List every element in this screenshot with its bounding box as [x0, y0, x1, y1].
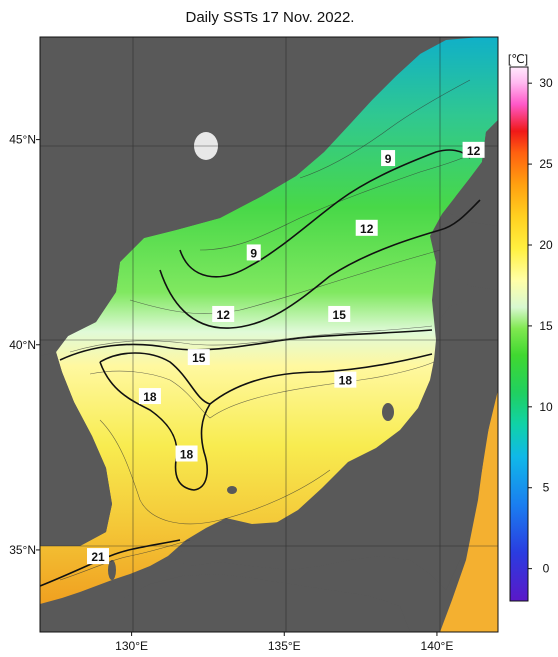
contour-label: 15	[192, 351, 206, 365]
colorbar-tick-label: 20	[539, 238, 553, 252]
colorbar-tick-label: 30	[539, 76, 553, 90]
contour-label-box	[381, 150, 396, 167]
korea-south-landmass	[40, 352, 112, 546]
map-border	[39, 36, 499, 633]
southern-landmass	[120, 574, 410, 632]
contour-label-box	[187, 349, 210, 366]
contour-label-box	[175, 445, 198, 462]
tohoku-landmass	[432, 212, 498, 290]
lon-tick-label: 140°E	[421, 639, 454, 653]
korea-landmass	[40, 37, 440, 356]
contour-label-box	[355, 219, 378, 236]
contour-label: 18	[180, 448, 194, 462]
map-title: Daily SSTs 17 Nov. 2022.	[185, 9, 355, 26]
contour-label: 18	[339, 374, 353, 388]
contour-label: 12	[217, 308, 231, 322]
contour-label: 18	[143, 390, 157, 404]
colorbar-ticks: 0 5 10 15 20 25 30	[528, 76, 553, 576]
pacific-sea-area	[440, 390, 498, 632]
oki-island	[227, 486, 237, 494]
contour-label: 21	[91, 550, 105, 564]
latitude-labels: 35°N 40°N 45°N	[9, 133, 40, 557]
contour-labels: 9 12 12 9 12 15 15 18 18 18 21	[87, 141, 485, 565]
lat-tick-label: 45°N	[9, 133, 36, 147]
longitude-labels: 130°E 135°E 140°E	[115, 632, 453, 653]
contour-label-box	[87, 548, 110, 565]
colorbar-tick-label: 0	[543, 562, 550, 576]
contour-label: 12	[360, 222, 374, 236]
map-frame-contents	[40, 37, 498, 632]
colorbar-unit: [℃]	[508, 52, 528, 66]
contour-label: 9	[250, 246, 257, 260]
contour-label-box	[246, 244, 261, 261]
contour-label: 9	[385, 152, 392, 166]
colorbar: [℃] 0 5 10 15 20 25 30	[508, 52, 553, 602]
colorbar-tick-label: 10	[539, 400, 553, 414]
tsushima-island	[108, 560, 116, 580]
sea-area	[40, 37, 498, 604]
thin-contours	[59, 79, 477, 581]
contour-label-box	[212, 305, 235, 322]
contour-label: 12	[467, 144, 481, 158]
sado-island	[382, 403, 394, 421]
contour-label-box	[138, 388, 161, 405]
honshu-landmass	[174, 300, 498, 590]
contour-label-box	[328, 305, 351, 322]
colorbar-tick-label: 25	[539, 157, 553, 171]
contour-label-box	[334, 371, 357, 388]
colorbar-tick-label: 15	[539, 319, 553, 333]
lon-tick-label: 130°E	[115, 639, 148, 653]
lat-tick-label: 35°N	[9, 543, 36, 557]
hokkaido-landmass	[446, 120, 498, 226]
lon-tick-label: 135°E	[268, 639, 301, 653]
lat-tick-label: 40°N	[9, 338, 36, 352]
thick-contours	[40, 149, 481, 587]
contour-label-box	[462, 141, 485, 158]
colorbar-tick-label: 5	[543, 481, 550, 495]
grid-lines	[40, 37, 498, 632]
contour-label: 15	[333, 308, 347, 322]
colorbar-gradient	[509, 66, 529, 602]
